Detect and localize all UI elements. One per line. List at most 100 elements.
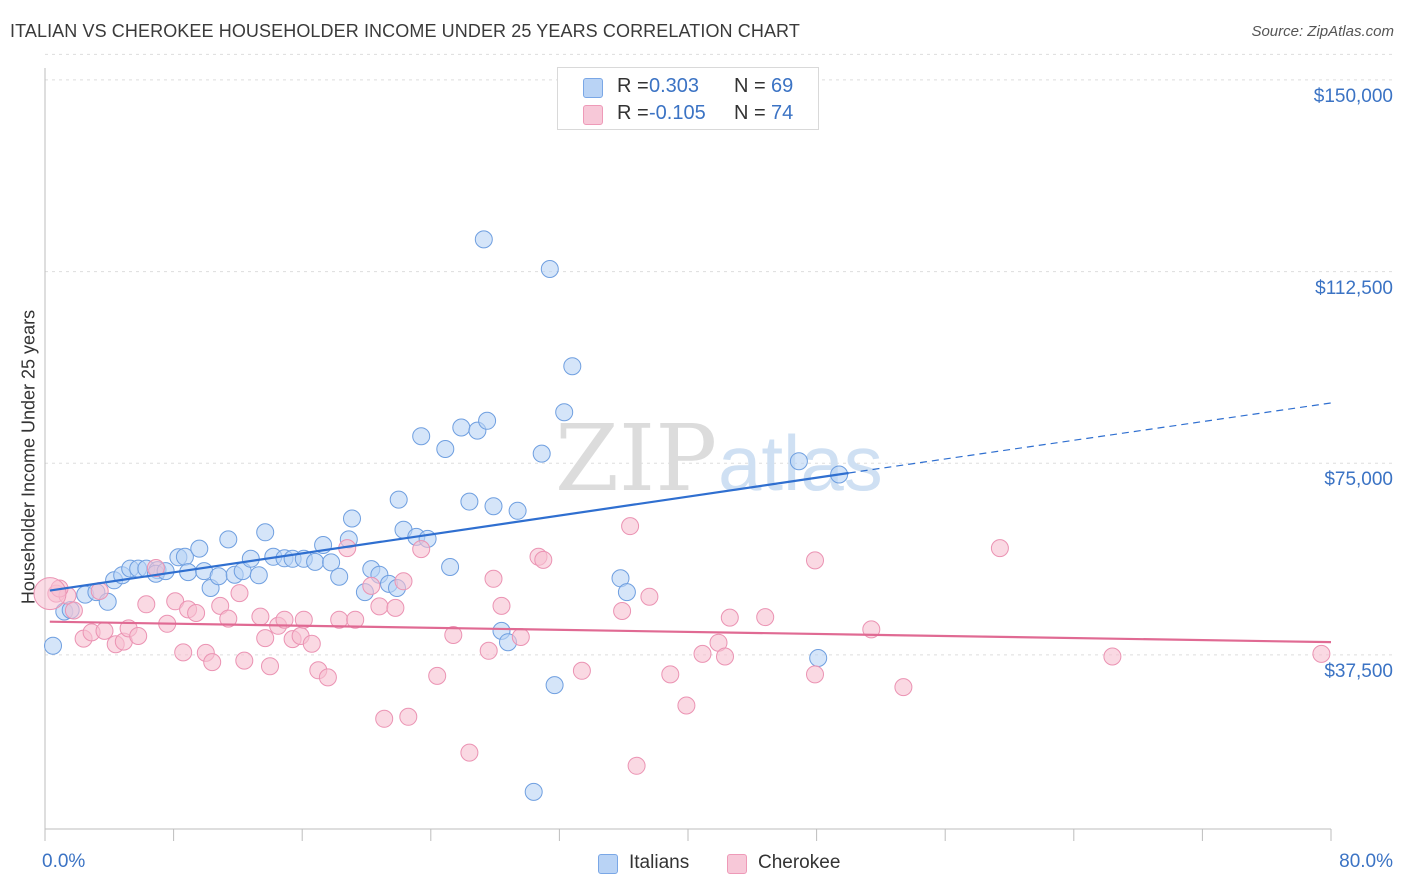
point-cherokee (720, 608, 739, 627)
point-cherokee (95, 621, 114, 640)
point-italians (441, 558, 460, 576)
point-italians (241, 549, 260, 568)
point-cherokee (302, 634, 321, 653)
point-cherokee (235, 651, 254, 670)
point-italians (249, 566, 268, 585)
point-cherokee (230, 584, 249, 603)
trend-line-italians-extension (848, 402, 1332, 474)
point-italians (44, 636, 62, 655)
legend-swatch-italians (583, 78, 603, 98)
y-tick-label: $75,000 (1324, 469, 1393, 491)
point-cherokee (428, 666, 447, 685)
point-italians (540, 260, 559, 278)
point-italians (219, 530, 238, 549)
point-italians (343, 509, 361, 528)
point-cherokee (716, 647, 734, 666)
point-italians (190, 539, 209, 558)
legend-row-italians: R = 0.303 N = 69 (558, 75, 818, 103)
data-points (33, 230, 1331, 801)
point-cherokee (534, 550, 553, 569)
point-cherokee (627, 756, 646, 775)
point-cherokee (394, 572, 413, 591)
point-cherokee (621, 517, 640, 536)
point-italians (789, 452, 808, 471)
point-italians (809, 649, 828, 667)
x-tick-label-max: 80.0% (1339, 851, 1393, 872)
point-cherokee (806, 665, 824, 684)
point-cherokee (661, 665, 680, 684)
point-cherokee (137, 595, 156, 614)
legend-label-italians: Italians (629, 852, 690, 873)
point-cherokee (572, 661, 591, 680)
chart-source: Source: ZipAtlas.com (1251, 23, 1394, 40)
point-italians (524, 782, 543, 801)
point-cherokee (990, 539, 1009, 558)
y-tick-label: $150,000 (1313, 85, 1393, 107)
legend-r-value: 0.303 (649, 75, 700, 97)
point-cherokee (294, 610, 313, 629)
point-italians (306, 552, 325, 571)
point-cherokee (862, 620, 881, 639)
point-cherokee (256, 629, 275, 648)
point-cherokee (203, 653, 222, 672)
chart-title: ITALIAN VS CHEROKEE HOUSEHOLDER INCOME U… (10, 21, 800, 41)
legend-r-label: R = (617, 102, 649, 124)
legend-label-cherokee: Cherokee (758, 852, 841, 873)
point-cherokee (412, 540, 431, 559)
point-cherokee (33, 577, 67, 611)
watermark: ZIP atlas (555, 405, 883, 512)
trend-lines (49, 402, 1332, 644)
point-italians (532, 444, 551, 463)
legend-n-label: N = (734, 102, 766, 124)
point-cherokee (146, 559, 165, 577)
point-cherokee (399, 707, 418, 726)
legend-r-label: R = (617, 75, 649, 97)
point-italians (389, 490, 408, 509)
point-italians (256, 523, 275, 542)
point-italians (508, 501, 527, 520)
point-cherokee (261, 657, 279, 676)
point-italians (322, 553, 341, 572)
point-cherokee (613, 602, 632, 620)
point-cherokee (479, 641, 498, 660)
point-cherokee (166, 592, 185, 611)
point-italians (563, 357, 582, 376)
point-italians (484, 497, 503, 516)
point-italians (209, 567, 228, 586)
point-cherokee (756, 608, 775, 627)
legend-n-value: 74 (771, 102, 794, 124)
point-cherokee (187, 604, 206, 622)
point-cherokee (693, 644, 712, 663)
legend-n-label: N = (734, 75, 766, 97)
point-italians (474, 230, 493, 249)
trend-line-italians (49, 471, 849, 592)
legend-n-value: 69 (771, 75, 794, 97)
point-cherokee (370, 597, 389, 616)
legend-r-value: -0.105 (649, 102, 706, 124)
point-italians (452, 418, 471, 437)
point-cherokee (64, 601, 83, 620)
point-cherokee (251, 607, 270, 626)
point-cherokee (219, 609, 238, 628)
watermark-zip: ZIP (555, 405, 717, 512)
legend-swatch-cherokee (727, 854, 747, 874)
point-cherokee (318, 668, 337, 687)
point-cherokee (484, 569, 503, 588)
point-cherokee (362, 576, 381, 595)
legend-row-cherokee: R = -0.105 N = 74 (558, 102, 818, 130)
point-cherokee (129, 627, 148, 645)
point-italians (436, 440, 455, 458)
point-cherokee (275, 610, 294, 629)
legend-swatch-italians (598, 854, 618, 874)
point-cherokee (894, 678, 913, 697)
point-cherokee (677, 696, 696, 715)
y-tick-label: $112,500 (1315, 277, 1393, 299)
point-cherokee (492, 596, 511, 615)
point-italians (412, 427, 431, 446)
point-italians (555, 403, 574, 422)
x-tick-label-min: 0.0% (42, 851, 86, 872)
series-legend: Italians Cherokee (0, 852, 1406, 878)
point-italians (617, 583, 636, 602)
point-cherokee (346, 610, 365, 629)
